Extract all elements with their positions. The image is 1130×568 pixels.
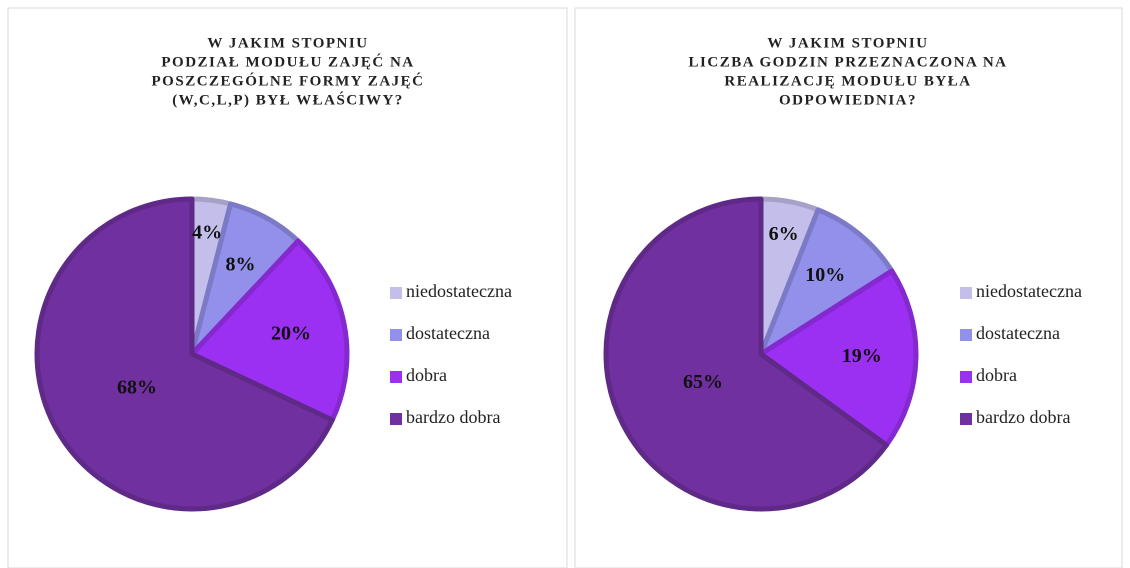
legend-label: bardzo dobra (976, 407, 1070, 427)
legend-label: niedostateczna (976, 281, 1082, 301)
chart-title: ODPOWIEDNIA? (779, 92, 917, 108)
data-label: 10% (805, 264, 845, 286)
data-label: 65% (683, 371, 723, 393)
legend-label: dostateczna (976, 323, 1060, 343)
legend-swatch (390, 371, 402, 383)
data-label: 68% (117, 376, 157, 398)
chart-title: (W,C,L,P) BYŁ WŁAŚCIWY? (172, 91, 404, 108)
pie-slice (603, 196, 889, 512)
legend-swatch (390, 287, 402, 299)
chart-title: POSZCZEGÓLNE FORMY ZAJĘĆ (152, 72, 425, 89)
legend-label: dobra (976, 365, 1017, 385)
data-label: 19% (842, 345, 882, 367)
chart-title: PODZIAŁ MODUŁU ZAJĘĆ NA (161, 53, 414, 70)
pie-slice (758, 268, 919, 448)
legend-swatch (960, 287, 972, 299)
legend-label: dobra (406, 365, 447, 385)
legend-label: niedostateczna (406, 281, 512, 301)
legend-swatch (960, 329, 972, 341)
data-label: 4% (192, 222, 222, 244)
legend-swatch (390, 413, 402, 425)
chart-title: LICZBA GODZIN PRZEZNACZONA NA (689, 54, 1008, 70)
legend-swatch (390, 329, 402, 341)
data-label: 8% (226, 253, 256, 275)
data-label: 20% (271, 323, 311, 345)
legend-swatch (960, 371, 972, 383)
pie-slice (189, 238, 350, 423)
legend-label: dostateczna (406, 323, 490, 343)
pie-slice (758, 207, 895, 357)
legend-label: bardzo dobra (406, 407, 500, 427)
legend-swatch (960, 413, 972, 425)
chart-title: W JAKIM STOPNIU (767, 35, 928, 51)
chart-title: REALIZACJĘ MODUŁU BYŁA (724, 73, 971, 89)
chart-title: W JAKIM STOPNIU (207, 35, 368, 51)
data-label: 6% (769, 223, 799, 245)
pie-slice (34, 196, 335, 512)
